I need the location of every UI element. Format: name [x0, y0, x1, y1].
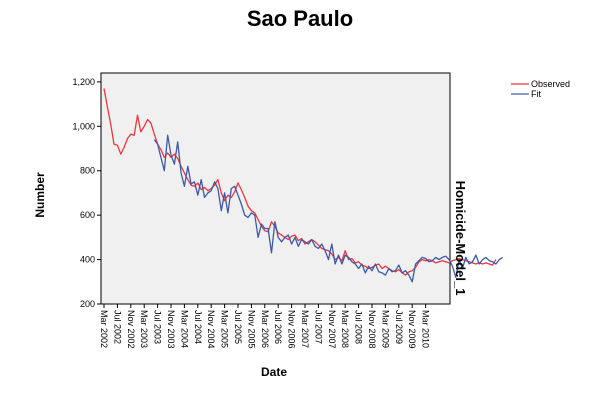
x-tick-label: Mar 2010: [421, 310, 431, 348]
x-tick-label: Mar 2008: [340, 310, 350, 348]
x-tick-label: Nov 2005: [246, 310, 256, 349]
x-tick-label: Nov 2004: [206, 310, 216, 349]
x-tick-label: Jul 2004: [193, 310, 203, 344]
x-tick-label: Mar 2002: [99, 310, 109, 348]
y-axis: 200 400 600 800 1,000 1,200: [72, 77, 101, 309]
x-tick-label: Jul 2005: [233, 310, 243, 344]
x-tick-label: Mar 2004: [179, 310, 189, 348]
x-tick-label: Nov 2003: [166, 310, 176, 349]
x-tick-label: Mar 2009: [380, 310, 390, 348]
x-tick-label: Nov 2002: [126, 310, 136, 349]
x-axis-title: Date: [261, 365, 287, 379]
x-tick-label: Jul 2002: [112, 310, 122, 344]
x-tick-label: Mar 2006: [260, 310, 270, 348]
x-tick-label: Jul 2008: [354, 310, 364, 344]
x-tick-label: Jul 2003: [153, 310, 163, 344]
legend-label-fit: Fit: [531, 89, 541, 99]
model-label: Homicide-Model_1: [453, 181, 468, 296]
x-tick-label: Nov 2008: [367, 310, 377, 349]
legend: Observed Fit: [511, 79, 570, 99]
plot-area: [100, 72, 451, 305]
series-line-fit: [153, 134, 504, 283]
x-tick-label: Jul 2007: [313, 310, 323, 344]
x-tick-label: Mar 2007: [300, 310, 310, 348]
legend-label-observed: Observed: [531, 79, 570, 89]
x-tick-label: Nov 2007: [327, 310, 337, 349]
x-axis: Mar 2002 Jul 2002 Nov 2002 Mar 2003 Jul 2003…: [99, 304, 431, 349]
y-axis-title: Number: [33, 172, 47, 218]
y-tick-label: 200: [80, 299, 95, 309]
y-tick-label: 800: [80, 166, 95, 176]
series-line-observed: [103, 88, 497, 276]
x-tick-label: Mar 2003: [139, 310, 149, 348]
y-tick-label: 1,000: [72, 121, 95, 131]
x-tick-label: Jul 2006: [273, 310, 283, 344]
y-tick-label: 400: [80, 255, 95, 265]
x-tick-label: Nov 2009: [407, 310, 417, 349]
x-tick-label: Mar 2005: [220, 310, 230, 348]
series-lines: [103, 88, 504, 283]
x-tick-label: Nov 2006: [287, 310, 297, 349]
chart-title: Sao Paulo: [246, 6, 354, 31]
x-tick-label: Jul 2009: [394, 310, 404, 344]
y-tick-label: 600: [80, 210, 95, 220]
y-tick-label: 1,200: [72, 77, 95, 87]
